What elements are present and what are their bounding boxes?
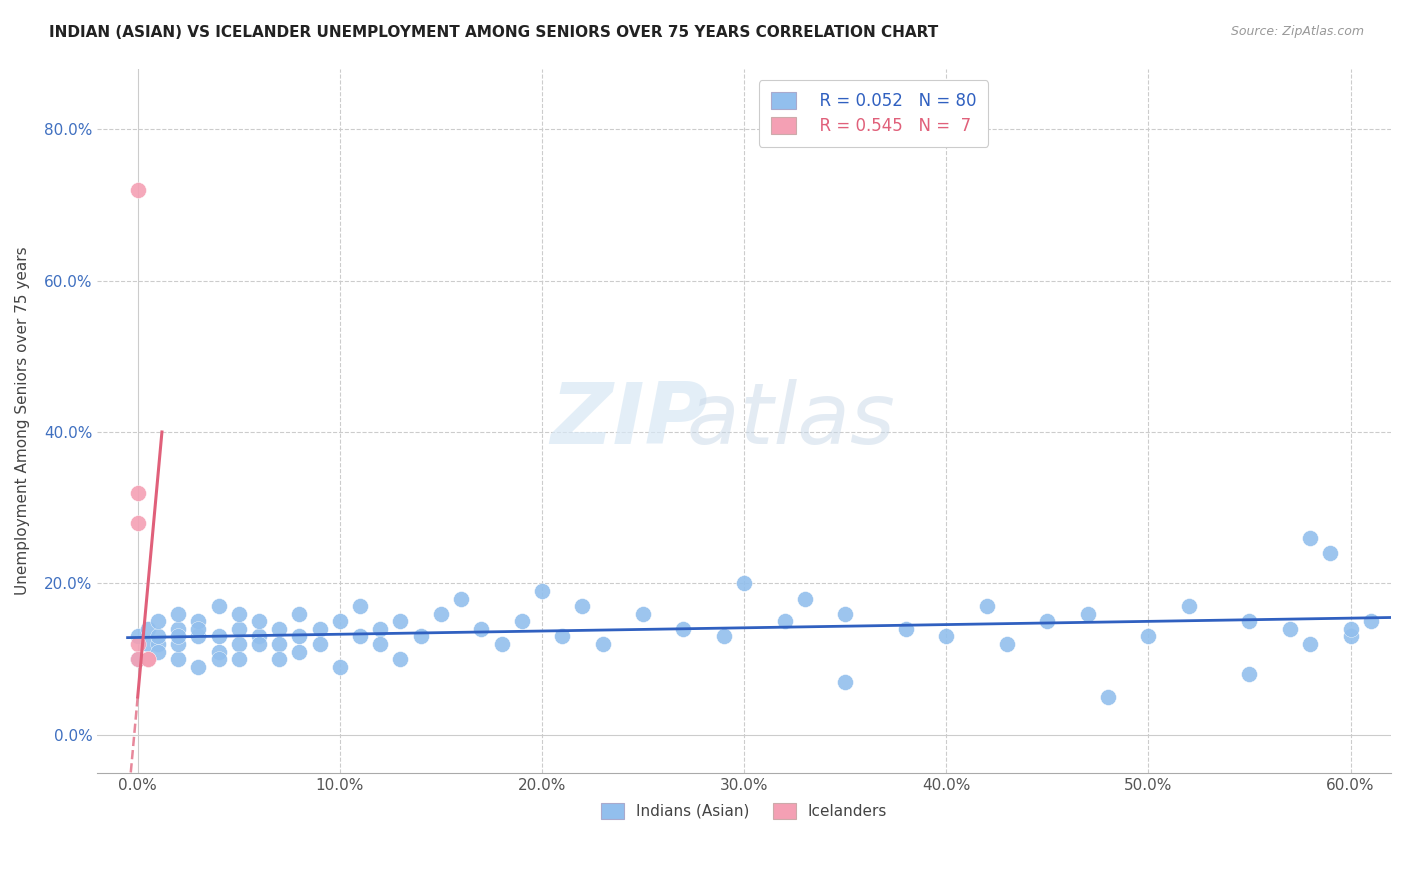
Point: [127, 485, 149, 500]
Point: [127, 637, 149, 651]
Point: [1340, 622, 1362, 636]
Point: [793, 591, 815, 606]
Point: [1299, 531, 1322, 545]
Point: [207, 629, 229, 643]
Point: [491, 637, 513, 651]
Point: [409, 629, 432, 643]
Point: [773, 615, 796, 629]
Point: [530, 584, 553, 599]
Point: [935, 629, 957, 643]
Point: [1077, 607, 1099, 621]
Point: [269, 652, 291, 666]
Point: [510, 615, 533, 629]
Text: ZIP: ZIP: [550, 379, 707, 462]
Point: [1239, 667, 1261, 681]
Point: [187, 659, 209, 673]
Point: [1239, 615, 1261, 629]
Point: [187, 629, 209, 643]
Point: [288, 644, 311, 658]
Point: [269, 622, 291, 636]
Point: [146, 637, 169, 651]
Point: [247, 637, 270, 651]
Point: [1036, 615, 1059, 629]
Point: [551, 629, 574, 643]
Point: [995, 637, 1018, 651]
Point: [1178, 599, 1201, 614]
Point: [288, 629, 311, 643]
Point: [571, 599, 593, 614]
Point: [430, 607, 453, 621]
Point: [1137, 629, 1160, 643]
Point: [247, 629, 270, 643]
Point: [167, 607, 190, 621]
Point: [247, 615, 270, 629]
Point: [288, 607, 311, 621]
Point: [1278, 622, 1301, 636]
Point: [834, 674, 856, 689]
Point: [308, 637, 330, 651]
Point: [207, 644, 229, 658]
Point: [127, 652, 149, 666]
Point: [167, 652, 190, 666]
Point: [592, 637, 614, 651]
Point: [127, 652, 149, 666]
Point: [207, 599, 229, 614]
Point: [146, 629, 169, 643]
Point: [167, 637, 190, 651]
Point: [228, 637, 250, 651]
Point: [349, 629, 371, 643]
Point: [834, 607, 856, 621]
Text: atlas: atlas: [550, 379, 896, 462]
Point: [269, 637, 291, 651]
Point: [167, 629, 190, 643]
Y-axis label: Unemployment Among Seniors over 75 years: Unemployment Among Seniors over 75 years: [15, 246, 30, 595]
Legend: Indians (Asian), Icelanders: Indians (Asian), Icelanders: [595, 797, 893, 825]
Point: [127, 183, 149, 197]
Point: [127, 629, 149, 643]
Point: [329, 659, 352, 673]
Point: [1340, 629, 1362, 643]
Point: [1360, 615, 1382, 629]
Point: [389, 615, 412, 629]
Point: [389, 652, 412, 666]
Point: [450, 591, 472, 606]
Point: [308, 622, 330, 636]
Point: [136, 652, 159, 666]
Point: [136, 637, 159, 651]
Point: [329, 615, 352, 629]
Point: [136, 652, 159, 666]
Point: [368, 637, 391, 651]
Point: [228, 622, 250, 636]
Point: [631, 607, 654, 621]
Point: [228, 607, 250, 621]
Point: [368, 622, 391, 636]
Point: [672, 622, 695, 636]
Point: [167, 622, 190, 636]
Text: INDIAN (ASIAN) VS ICELANDER UNEMPLOYMENT AMONG SENIORS OVER 75 YEARS CORRELATION: INDIAN (ASIAN) VS ICELANDER UNEMPLOYMENT…: [49, 25, 938, 40]
Point: [1319, 546, 1341, 560]
Point: [713, 629, 735, 643]
Point: [470, 622, 492, 636]
Point: [146, 615, 169, 629]
Point: [733, 576, 755, 591]
Point: [146, 644, 169, 658]
Point: [1097, 690, 1119, 704]
Text: Source: ZipAtlas.com: Source: ZipAtlas.com: [1230, 25, 1364, 38]
Point: [894, 622, 917, 636]
Point: [127, 516, 149, 530]
Point: [187, 622, 209, 636]
Point: [228, 652, 250, 666]
Point: [187, 615, 209, 629]
Point: [1299, 637, 1322, 651]
Point: [349, 599, 371, 614]
Point: [976, 599, 998, 614]
Point: [207, 652, 229, 666]
Point: [136, 622, 159, 636]
